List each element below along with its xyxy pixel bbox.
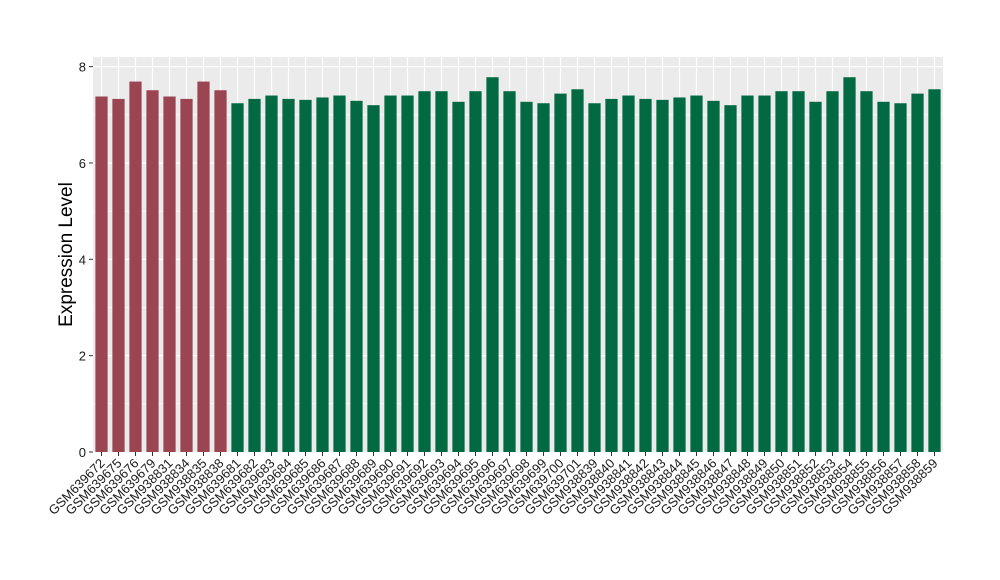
bar-GSM639679 [146, 90, 159, 453]
y-tick-label: 4 [79, 252, 86, 267]
bar-GSM938848 [741, 95, 754, 452]
bar-GSM639687 [333, 95, 346, 452]
x-axis: GSM639672GSM639675GSM639676GSM639679GSM9… [45, 452, 941, 518]
bar-GSM938853 [826, 91, 839, 452]
bar-GSM938831 [163, 96, 176, 452]
bar-GSM938834 [180, 98, 193, 452]
bar-GSM639696 [486, 77, 499, 453]
bar-GSM938850 [775, 91, 788, 452]
y-axis: 0 2 4 6 8 [79, 60, 93, 460]
y-tick-label: 8 [79, 60, 86, 75]
bar-GSM938845 [690, 95, 703, 452]
bar-GSM938859 [928, 89, 941, 453]
bar-GSM639699 [537, 103, 550, 453]
bar-GSM639683 [265, 95, 278, 452]
bar-GSM639682 [248, 98, 261, 452]
bar-GSM639684 [282, 98, 295, 452]
bar-GSM639676 [129, 81, 142, 452]
bar-GSM639688 [350, 100, 363, 453]
bar-GSM938842 [639, 98, 652, 452]
bar-GSM938844 [673, 97, 686, 453]
bar-GSM639692 [418, 91, 431, 452]
bars [95, 77, 941, 453]
bar-GSM639695 [469, 91, 482, 452]
y-tick-label: 2 [79, 349, 86, 364]
bar-GSM938849 [758, 95, 771, 452]
bar-GSM639697 [503, 91, 516, 452]
bar-GSM639693 [435, 91, 448, 452]
bar-GSM938835 [197, 81, 210, 452]
bar-GSM639686 [316, 97, 329, 453]
bar-GSM639698 [520, 101, 533, 453]
bar-GSM639694 [452, 101, 465, 453]
bar-GSM938854 [843, 77, 856, 453]
bar-GSM639689 [367, 105, 380, 453]
bar-GSM639685 [299, 99, 312, 452]
bar-GSM639701 [571, 89, 584, 453]
bar-GSM938840 [605, 98, 618, 452]
bar-GSM938839 [588, 103, 601, 453]
y-tick-label: 0 [79, 445, 86, 460]
bar-GSM938838 [214, 90, 227, 453]
y-axis-title: Expression Level [56, 182, 77, 327]
bar-GSM639700 [554, 93, 567, 453]
bar-GSM639691 [401, 95, 414, 452]
bar-GSM938851 [792, 91, 805, 452]
bar-GSM938857 [894, 103, 907, 453]
bar-GSM639675 [112, 98, 125, 452]
bar-GSM938858 [911, 93, 924, 453]
y-tick-label: 6 [79, 156, 86, 171]
bar-GSM639681 [231, 103, 244, 453]
bar-GSM938856 [877, 101, 890, 453]
bar-GSM938855 [860, 91, 873, 452]
bar-GSM639690 [384, 95, 397, 452]
bar-GSM938846 [707, 100, 720, 453]
bar-GSM938847 [724, 105, 737, 453]
bar-GSM938843 [656, 99, 669, 452]
bar-GSM938841 [622, 95, 635, 452]
bar-GSM938852 [809, 101, 822, 453]
bar-GSM639672 [95, 96, 108, 452]
